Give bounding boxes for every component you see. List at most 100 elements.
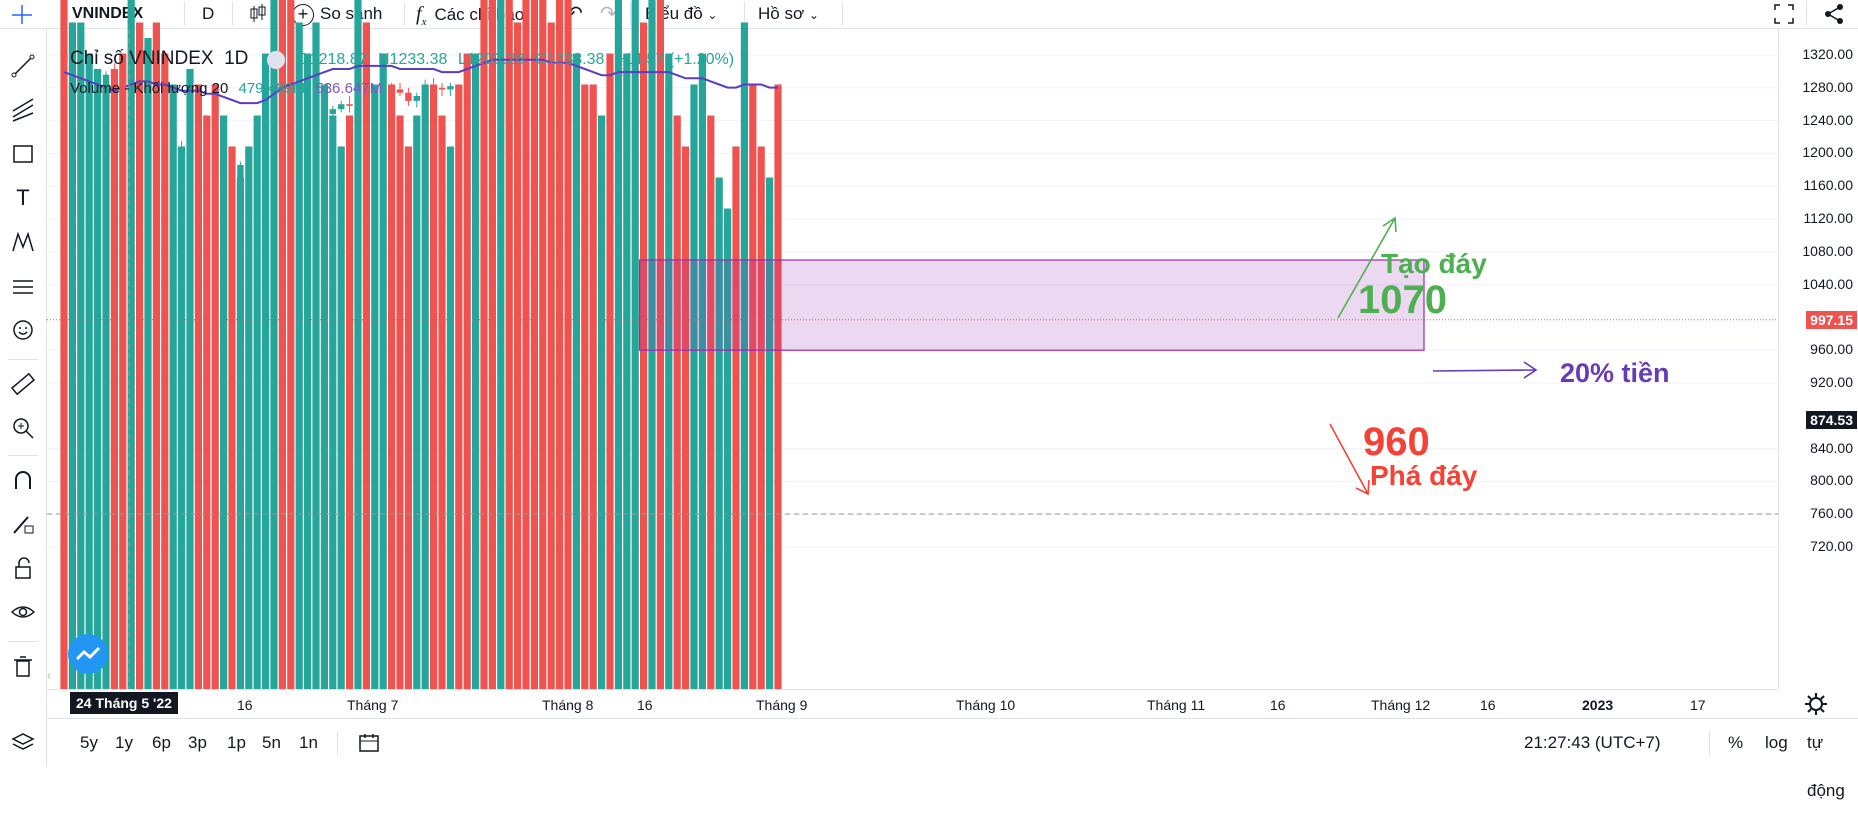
volume-bar (740, 22, 748, 689)
volume-bar (329, 115, 337, 689)
chevron-down-icon: ⌄ (808, 8, 819, 22)
prediction-tool[interactable] (8, 271, 38, 301)
range-button-3p[interactable]: 3p (188, 733, 207, 752)
tradingview-logo[interactable] (68, 634, 108, 674)
text-icon: T (16, 185, 30, 210)
date-range-button[interactable] (357, 731, 381, 760)
function-icon: fx (416, 3, 427, 28)
range-button-1n[interactable]: 1n (299, 733, 318, 752)
time-axis-settings-button[interactable] (1802, 690, 1830, 718)
bottom-value: 1070 (1358, 278, 1447, 322)
clock-label[interactable]: 21:27:43 (UTC+7) (1524, 733, 1661, 752)
candle-body (338, 104, 345, 110)
log-scale-toggle[interactable]: log (1765, 733, 1788, 752)
candle-body (430, 84, 437, 88)
trend-line-tool[interactable] (8, 51, 38, 81)
price-zone-rectangle[interactable] (638, 259, 1425, 351)
candle-body (514, 146, 521, 152)
money-arrow (1432, 361, 1538, 379)
time-axis-label: Tháng 7 (347, 697, 399, 713)
text-tool[interactable]: T (8, 183, 38, 213)
redo-button[interactable]: ↷ (600, 0, 617, 28)
volume-bar (648, 0, 656, 689)
candle-body (287, 151, 294, 157)
crosshair-icon (12, 5, 32, 24)
profile-menu-button[interactable]: Hồ sơ ⌄ (758, 0, 819, 28)
candle-body (497, 120, 504, 128)
candle-body (539, 179, 546, 198)
stay-drawing-tool[interactable] (8, 509, 38, 539)
layers-icon (11, 733, 35, 750)
chart-menu-button[interactable]: Biểu đồ ⌄ (645, 0, 717, 28)
volume-bar (396, 115, 404, 689)
remove-drawings-tool[interactable] (8, 651, 38, 681)
auto-scale-toggle[interactable]: tự động (1807, 733, 1845, 800)
candle-body (716, 287, 723, 315)
pattern-tool[interactable] (8, 227, 38, 257)
volume-bar (589, 84, 597, 689)
candle-body (86, 102, 93, 121)
chart-style-button[interactable] (246, 0, 270, 28)
volume-bar (556, 0, 564, 689)
ruler-tool[interactable] (8, 369, 38, 399)
compare-button[interactable]: + So sánh (292, 0, 382, 28)
range-button-5n[interactable]: 5n (262, 733, 281, 752)
time-axis-label: Tháng 10 (956, 697, 1016, 713)
volume-bar (581, 84, 589, 689)
crosshair-price-badge: 874.53 (1806, 411, 1857, 430)
icon-tool[interactable] (8, 315, 38, 345)
price-axis[interactable]: 1320.00 1280.00 1240.00 1200.00 1160.00 1120.… (1778, 29, 1858, 689)
undo-button[interactable]: ↶ (566, 0, 583, 28)
range-button-5y[interactable]: 5y (80, 733, 98, 752)
candle-body (707, 310, 714, 315)
candle-body (144, 117, 152, 124)
magnet-icon (15, 471, 31, 489)
range-button-1y[interactable]: 1y (115, 733, 133, 752)
fullscreen-button[interactable] (1770, 0, 1798, 28)
chevron-down-icon: ⌄ (707, 8, 718, 22)
profile-menu-label: Hồ sơ (758, 4, 805, 23)
zoom-tool[interactable] (8, 413, 38, 443)
candle-body (531, 155, 538, 180)
indicators-button[interactable]: fx Các chỉ báo (416, 0, 524, 28)
volume-bar (438, 115, 446, 689)
pitchfork-tool[interactable] (8, 95, 38, 125)
candle-body (136, 97, 143, 124)
range-button-1p[interactable]: 1p (227, 733, 246, 752)
lock-tool[interactable] (8, 553, 38, 583)
candle-body (749, 284, 756, 290)
trend-line-icon (11, 54, 35, 78)
candle-body (581, 232, 588, 252)
rectangle-tool[interactable] (8, 139, 38, 169)
range-button-6p[interactable]: 6p (152, 733, 171, 752)
volume-bar (446, 146, 454, 689)
price-axis-label: 1280.00 (1802, 78, 1853, 95)
candle-body (396, 89, 404, 93)
candle-body (564, 233, 572, 244)
volume-bar (211, 84, 219, 689)
price-axis-label: 1240.00 (1802, 111, 1853, 128)
hide-drawings-tool[interactable] (8, 597, 38, 627)
interval-button[interactable]: D (202, 4, 215, 23)
scroll-left-button[interactable]: ‹ (47, 668, 51, 682)
candle-body (312, 120, 320, 131)
percent-scale-toggle[interactable]: % (1728, 733, 1744, 752)
candle-body (598, 284, 605, 292)
crosshair-tool-button[interactable] (0, 0, 44, 28)
volume-bar (127, 0, 135, 689)
hide-legend-button[interactable] (266, 50, 285, 69)
candle-body (237, 164, 244, 182)
pattern-icon (12, 231, 34, 252)
magnet-tool[interactable] (8, 465, 38, 495)
indicators-label: Các chỉ báo (434, 5, 525, 24)
share-button[interactable] (1820, 0, 1848, 28)
volume-bar (430, 84, 438, 689)
object-tree-tool[interactable] (8, 727, 38, 757)
price-axis-label: 920.00 (1810, 374, 1853, 390)
symbol-search-button[interactable]: VNINDEX (72, 5, 144, 22)
candle-body (455, 86, 462, 108)
volume-bar (766, 177, 774, 689)
candle-body (422, 84, 429, 96)
volume-bar (203, 115, 211, 689)
